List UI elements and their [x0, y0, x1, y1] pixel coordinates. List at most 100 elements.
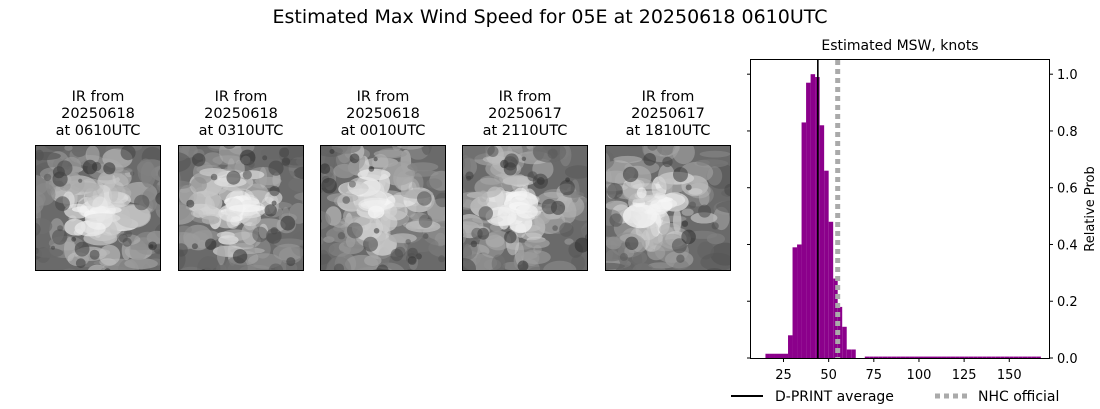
histogram-bar [819, 125, 825, 359]
histogram-bar [1031, 356, 1037, 358]
histogram-bar [824, 170, 829, 358]
y-tick-label: 1.0 [1057, 68, 1078, 83]
histogram-bar [977, 356, 983, 358]
histogram-bar [792, 247, 798, 358]
histogram-bar [833, 278, 838, 358]
histogram-bar [828, 221, 834, 358]
ir-caption-date: 20250617 [631, 106, 705, 122]
ir-panel: IR from 20250617 at 2110UTC [462, 89, 588, 271]
histogram-bar [995, 356, 1001, 358]
histogram-bar [955, 356, 960, 358]
histogram-bar [1000, 356, 1005, 358]
ir-caption-time: at 0610UTC [55, 123, 141, 139]
x-tick-label: 150 [997, 368, 1022, 383]
ir-caption-time: at 2110UTC [482, 123, 568, 139]
histogram-bar [878, 356, 883, 358]
histogram-bar [927, 356, 933, 358]
x-axis: 25 50 75 100 125 150 [775, 358, 1022, 383]
histogram-bar [946, 356, 951, 358]
x-tick-label: 100 [907, 368, 932, 383]
histogram-bar [851, 349, 856, 358]
ir-caption: IR from 20250617 at 1810UTC [605, 89, 731, 143]
histogram-bar [864, 356, 870, 358]
legend-dprint-label: D-PRINT average [775, 389, 894, 405]
ir-caption-date: 20250618 [204, 106, 278, 122]
histogram-bar [769, 353, 775, 358]
histogram-bar [914, 356, 919, 358]
ir-panel: IR from 20250618 at 0610UTC [35, 89, 161, 271]
y-axis: 0.0 0.2 0.4 0.6 0.8 1.0 [747, 68, 1078, 367]
legend: D-PRINT average NHC official [731, 389, 1059, 405]
cloud-field [606, 146, 730, 270]
ir-caption-line: IR from [214, 89, 268, 105]
ir-caption: IR from 20250618 at 0610UTC [35, 89, 161, 143]
ir-panel: IR from 20250618 at 0310UTC [178, 89, 304, 271]
histogram-bar [1036, 356, 1041, 358]
ir-caption-time: at 0010UTC [340, 123, 426, 139]
histogram-bar [973, 356, 978, 358]
ir-satellite-image [320, 145, 446, 271]
histogram-bar [801, 122, 807, 358]
y-tick-label: 0.8 [1057, 125, 1078, 140]
ir-panel: IR from 20250617 at 1810UTC [605, 89, 731, 271]
histogram-bar [950, 356, 956, 358]
x-tick-label: 125 [952, 368, 977, 383]
cloud-field [321, 146, 445, 270]
histogram-bar [982, 356, 987, 358]
cloud-field [463, 146, 587, 270]
histogram-bar [765, 353, 770, 358]
histogram-bar [774, 353, 779, 358]
histogram-bar [797, 244, 802, 358]
histogram-bar [783, 353, 789, 358]
ir-caption-time: at 1810UTC [625, 123, 711, 139]
histogram-bar [788, 335, 793, 358]
ir-panel: IR from 20250618 at 0010UTC [320, 89, 446, 271]
histogram-bar [968, 356, 974, 358]
histogram-bar [986, 356, 992, 358]
chart-title: Estimated MSW, knots [821, 38, 978, 54]
y-tick-label: 0.2 [1057, 295, 1078, 310]
histogram-bar [1027, 356, 1032, 358]
histogram-bar [846, 349, 852, 358]
y-tick-label: 0.6 [1057, 182, 1078, 197]
ir-caption-line: IR from [641, 89, 695, 105]
histogram-bar [1004, 356, 1010, 358]
histogram-bar [1018, 356, 1023, 358]
x-tick-label: 50 [820, 368, 837, 383]
figure-title: Estimated Max Wind Speed for 05E at 2025… [272, 6, 828, 28]
cloud-field [179, 146, 303, 270]
histogram-bar [896, 356, 901, 358]
histogram-bar [778, 353, 784, 358]
y-tick-label: 0.4 [1057, 238, 1078, 253]
cloud-field [36, 146, 160, 270]
x-tick-label: 25 [775, 368, 792, 383]
histogram-bar [964, 356, 969, 358]
ir-satellite-image [178, 145, 304, 271]
y-axis-label: Relative Prob [1083, 166, 1098, 251]
ir-caption-date: 20250618 [346, 106, 420, 122]
histogram-bar [806, 82, 811, 358]
histogram-bar [1013, 356, 1019, 358]
ir-caption-line: IR from [356, 89, 410, 105]
histogram-bars [765, 74, 1041, 359]
y-tick-label: 0.0 [1057, 352, 1078, 367]
histogram-bar [941, 356, 947, 358]
histogram-bar [991, 356, 996, 358]
histogram-bar [923, 356, 928, 358]
ir-satellite-image [605, 145, 731, 271]
ir-caption: IR from 20250617 at 2110UTC [462, 89, 588, 143]
legend-nhc-label: NHC official [978, 389, 1059, 405]
histogram-bar [932, 356, 938, 358]
histogram-bar [869, 356, 874, 358]
histogram-bar [905, 356, 910, 358]
histogram-bar [810, 74, 816, 358]
histogram-bar [1009, 356, 1014, 358]
histogram-bar [891, 356, 897, 358]
histogram-bar [842, 326, 847, 358]
histogram-bar [1022, 356, 1028, 358]
ir-satellite-image [35, 145, 161, 271]
ir-caption-date: 20250617 [488, 106, 562, 122]
histogram-bar [887, 356, 892, 358]
histogram-bar [918, 356, 924, 358]
